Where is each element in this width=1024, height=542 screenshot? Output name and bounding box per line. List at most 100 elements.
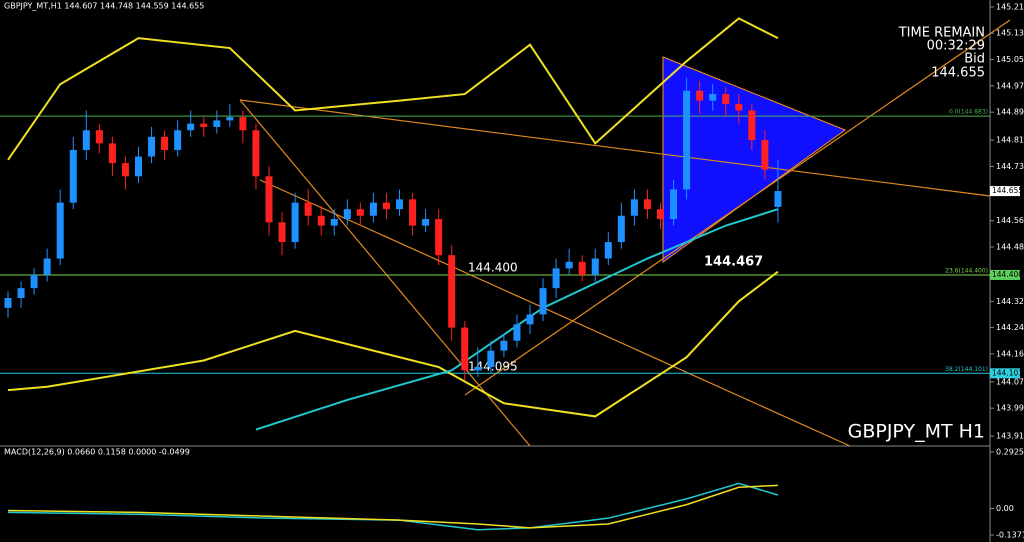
y-tick-label: 145.135 (996, 29, 1024, 38)
candle-body (552, 268, 560, 289)
indicator-line (7, 17, 779, 161)
timer-time: 00:32:29 (927, 39, 985, 54)
candle-body (487, 350, 495, 368)
candle-body (565, 261, 573, 269)
candle-body (761, 140, 769, 170)
candle-body (174, 130, 182, 150)
macd-tick-label: 0.2925 (996, 448, 1024, 457)
price-tag-label: 144.400 (992, 270, 1023, 279)
indicator-line (7, 270, 779, 418)
candle-body (343, 209, 351, 220)
candle-body (617, 215, 625, 243)
candle-body (591, 258, 599, 275)
candle-body (278, 222, 286, 243)
y-tick-label: 144.240 (996, 323, 1024, 332)
timer-caption: TIME REMAIN (898, 26, 985, 41)
candle-body (30, 274, 38, 289)
candle-body (722, 94, 730, 104)
candle-body (448, 255, 456, 328)
bid-caption: Bid (964, 52, 985, 67)
candle-body (578, 261, 586, 275)
candle-body (69, 149, 77, 203)
candle-body (435, 219, 443, 256)
price-tag (990, 269, 1020, 280)
candle-body (422, 219, 430, 226)
candle-body (526, 314, 534, 325)
candle-body (500, 340, 508, 351)
candle-body (643, 199, 651, 210)
candle-body (683, 90, 691, 190)
candle-body (513, 324, 521, 341)
chart-title: GBPJPY_MT,H1 144.607 144.748 144.559 144… (4, 2, 204, 11)
candle-body (161, 136, 169, 150)
candle-body (369, 202, 377, 216)
candle-body (330, 219, 338, 226)
candle-body (4, 297, 12, 308)
candle-body (670, 189, 678, 220)
y-tick-label: 145.055 (996, 55, 1024, 64)
candle-body (239, 117, 247, 131)
candle-body (17, 288, 25, 298)
candle-body (265, 176, 273, 223)
y-tick-label: 144.160 (996, 349, 1024, 358)
y-tick-label: 144.565 (996, 216, 1024, 225)
macd-line (7, 484, 778, 529)
candle-body (539, 288, 547, 315)
macd-title: MACD(12,26,9) 0.0660 0.1158 0.0000 -0.04… (4, 448, 190, 457)
y-tick-label: 144.810 (996, 136, 1024, 145)
candle-body (409, 199, 417, 226)
annotation: 144.467 (704, 255, 763, 270)
candle-body (474, 367, 482, 371)
y-tick-label: 143.910 (996, 432, 1024, 441)
y-tick-label: 144.075 (996, 377, 1024, 386)
annotation: 144.400 (468, 261, 518, 275)
candle-body (135, 156, 142, 177)
candle-body (696, 90, 704, 101)
bid-value: 144.655 (931, 66, 985, 81)
y-tick-label: 144.320 (996, 297, 1024, 306)
candle-body (774, 191, 782, 207)
candle-body (95, 130, 103, 144)
y-tick-label: 144.895 (996, 108, 1024, 117)
candle-body (291, 202, 299, 243)
candle-body (317, 215, 325, 226)
candle-body (461, 327, 469, 371)
macd-line (7, 482, 779, 531)
candle-body (43, 258, 51, 275)
candle-body (630, 199, 638, 216)
y-tick-label: 143.995 (996, 404, 1024, 413)
y-tick-label: 144.975 (996, 81, 1024, 90)
candle-body (735, 103, 743, 111)
level-label: 0.0(144.883) (949, 109, 988, 116)
candle-body (148, 136, 156, 157)
candle-body (604, 242, 612, 259)
candle-body (56, 202, 64, 259)
candle-body (226, 117, 234, 121)
y-tick-label: 145.215 (996, 2, 1024, 11)
macd-tick-label: 0.00 (996, 504, 1014, 513)
level-label: 23.6(144.400) (945, 267, 988, 274)
candle-body (252, 130, 260, 177)
candle-body (121, 163, 129, 177)
price-tag (990, 368, 1020, 379)
candle-body (356, 209, 364, 216)
trend-lines (239, 19, 1011, 447)
symbol-label: GBPJPY_MT H1 (848, 421, 985, 443)
candle-body (657, 209, 664, 220)
macd-tick-label: -0.1371 (996, 531, 1024, 540)
price-tag-label: 144.101 (992, 368, 1023, 377)
candle-body (304, 202, 312, 216)
candle-body (187, 123, 195, 131)
candle-body (82, 130, 90, 150)
candle-body (382, 202, 390, 210)
candle-body (213, 120, 221, 127)
price-tag (990, 186, 1020, 197)
candle-body (108, 143, 116, 164)
y-tick-label: 144.485 (996, 243, 1024, 252)
candle-body (200, 123, 208, 127)
y-tick-label: 144.730 (996, 162, 1024, 171)
level-label: 38.2(144.101) (945, 366, 988, 373)
candle-body (748, 110, 756, 141)
